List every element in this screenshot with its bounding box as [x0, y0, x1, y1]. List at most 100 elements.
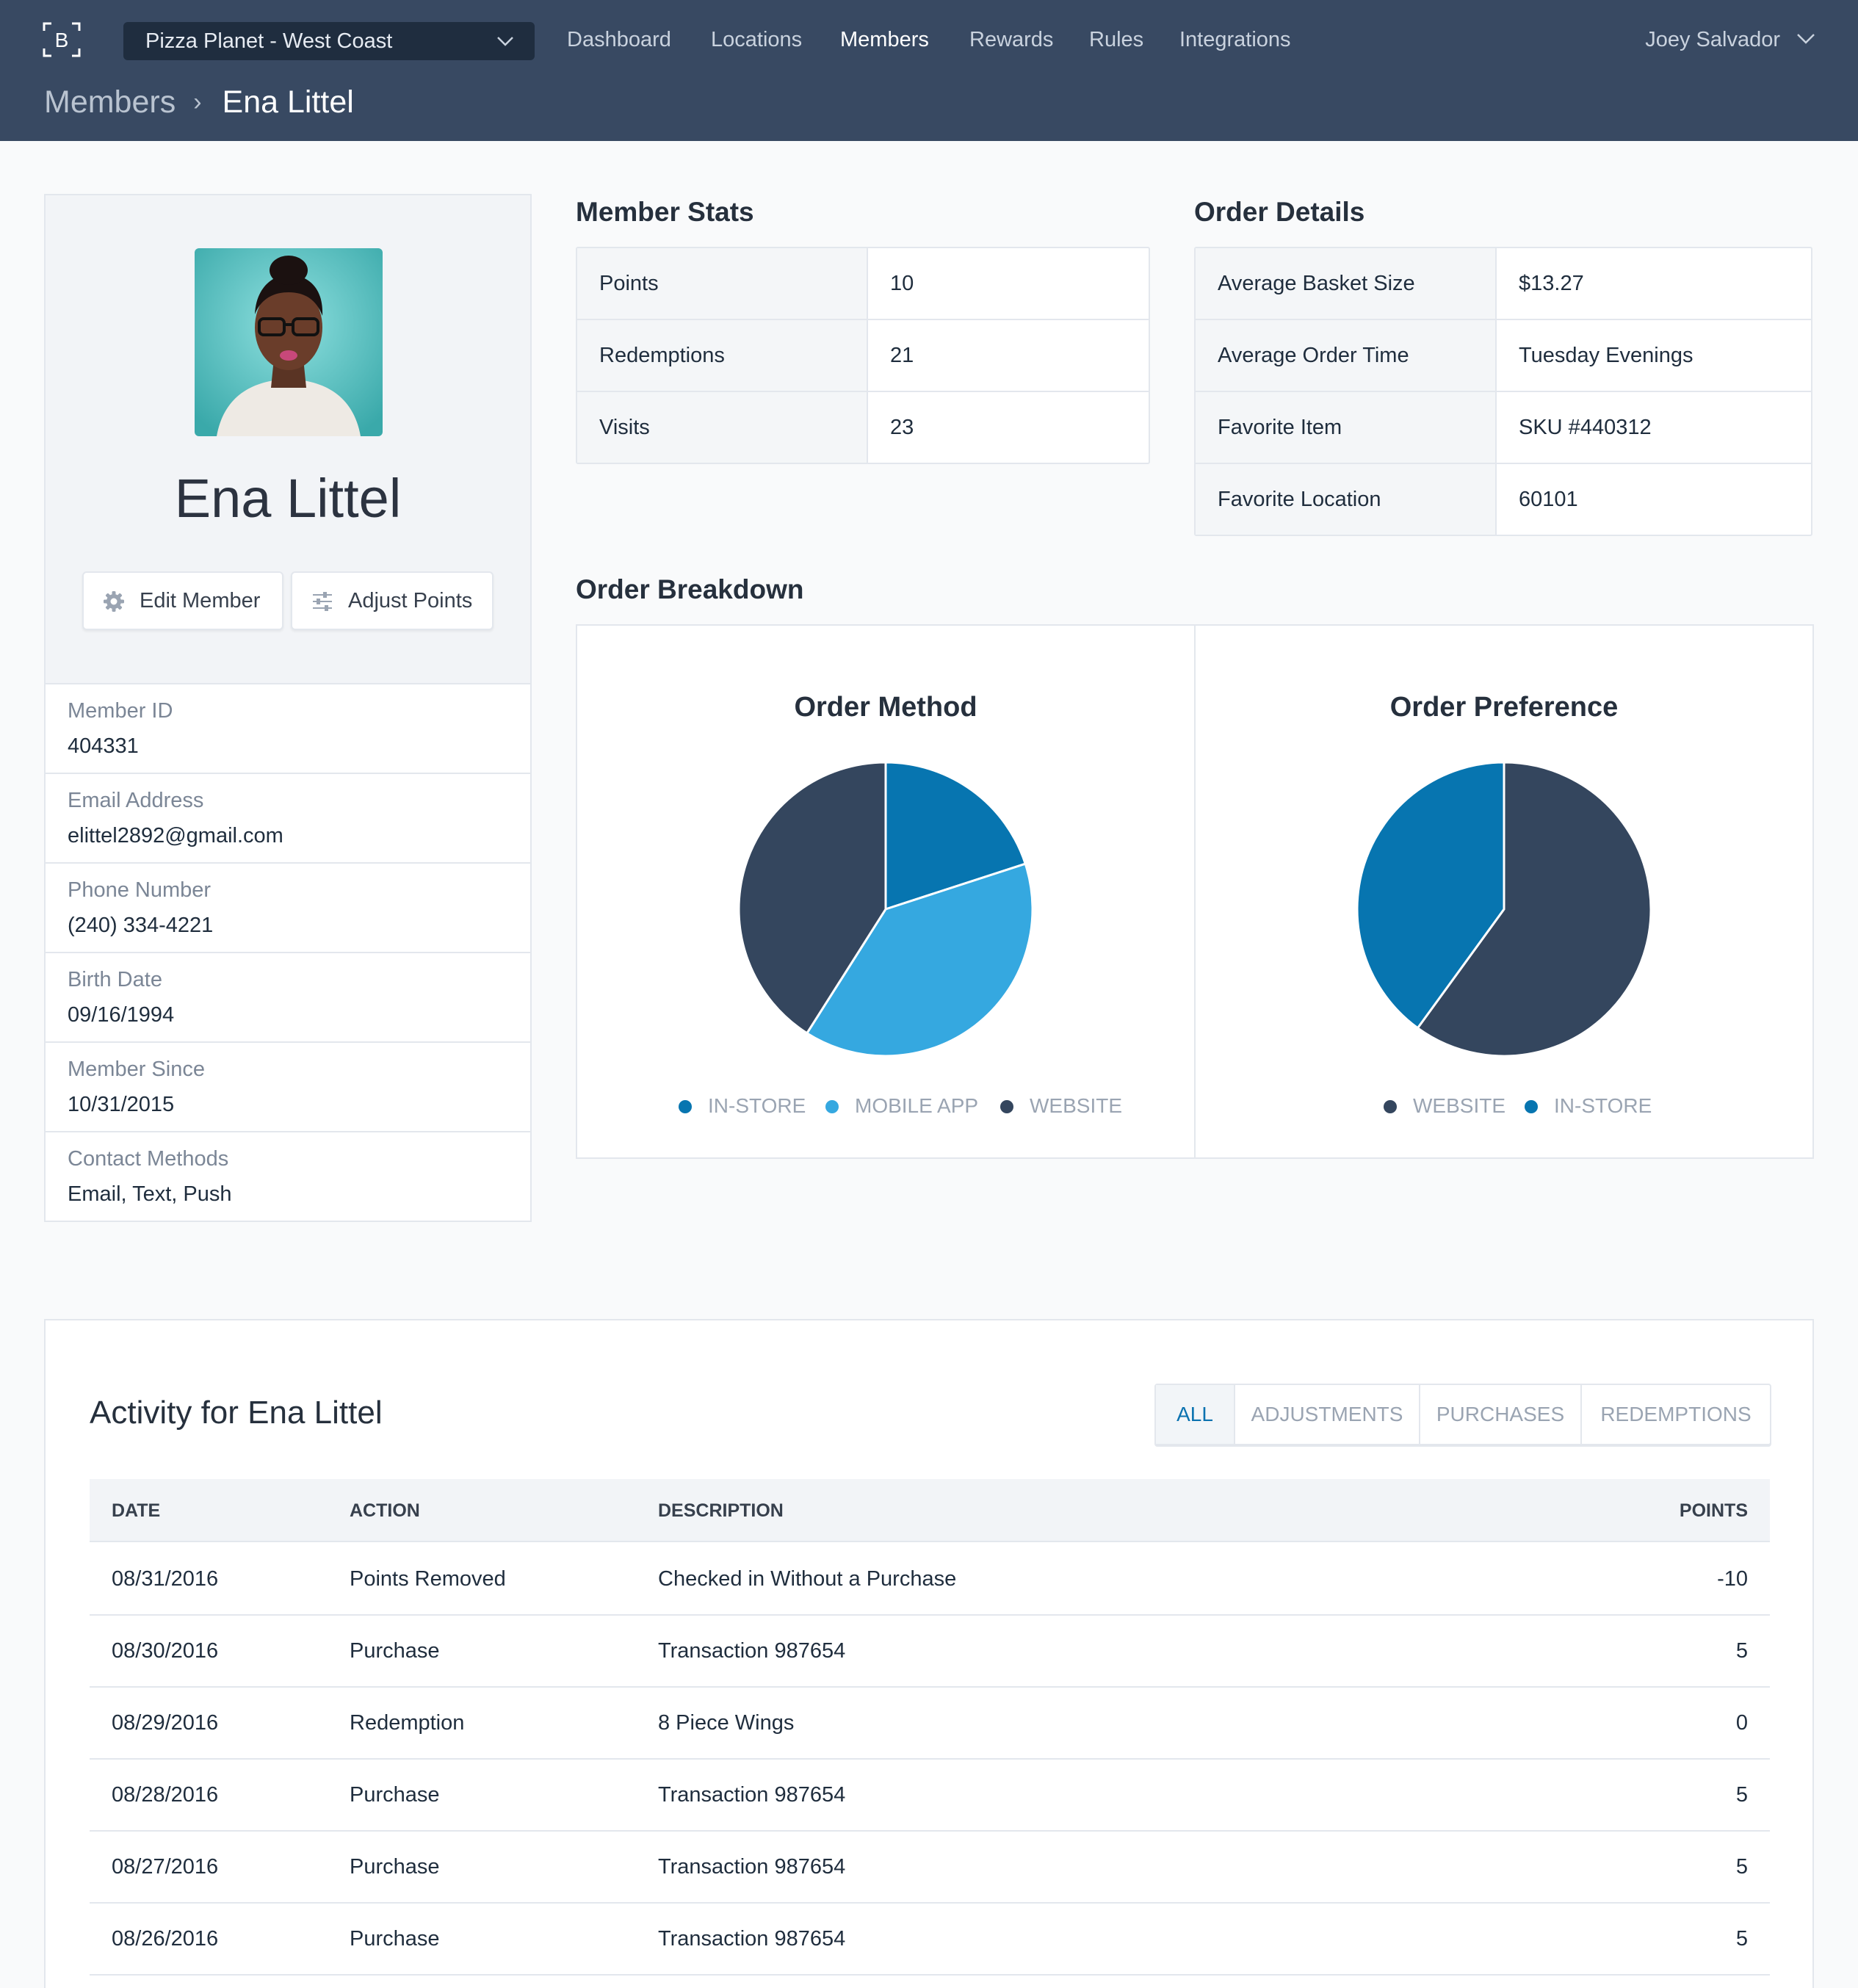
member-since-row: Member Since 10/31/2015 — [46, 1043, 530, 1132]
edit-member-button[interactable]: Edit Member — [82, 571, 283, 630]
cell-description: 8 Piece Wings — [658, 1711, 795, 1735]
legend-dot — [1384, 1100, 1397, 1113]
tab-redemptions[interactable]: REDEMPTIONS — [1580, 1385, 1770, 1444]
order-method-chart-title: Order Method — [794, 692, 977, 723]
cell-action: Purchase — [350, 1855, 440, 1879]
tab-all[interactable]: ALL — [1156, 1385, 1234, 1444]
user-menu[interactable]: Joey Salvador — [1645, 24, 1815, 56]
legend-label: IN-STORE — [708, 1094, 806, 1117]
nav-dashboard[interactable]: Dashboard — [567, 28, 671, 51]
email-row: Email Address elittel2892@gmail.com — [46, 774, 530, 864]
nav-rewards[interactable]: Rewards — [969, 28, 1054, 51]
detail-key: Favorite Location — [1196, 464, 1497, 535]
nav-members[interactable]: Members — [840, 28, 929, 51]
cell-action: Redemption — [350, 1711, 465, 1735]
table-row[interactable]: 08/30/2016 Purchase Transaction 987654 5 — [90, 1616, 1770, 1688]
nav-integrations[interactable]: Integrations — [1179, 28, 1291, 51]
table-row[interactable]: 08/31/2016 Points Removed Checked in Wit… — [90, 1544, 1770, 1616]
detail-value: $13.27 — [1519, 272, 1584, 295]
panel-divider — [1194, 626, 1196, 1157]
legend-label: WEBSITE — [1030, 1094, 1123, 1117]
stat-row: Visits 23 — [577, 392, 1149, 464]
email-value: elittel2892@gmail.com — [68, 824, 283, 847]
nav-rules[interactable]: Rules — [1089, 28, 1144, 51]
pie-slice-website[interactable] — [737, 761, 887, 1035]
pie-slice-mobile-app[interactable] — [806, 862, 1034, 1058]
breadcrumb: Members › Ena Littel — [44, 81, 354, 123]
table-header: DATE ACTION DESCRIPTION POINTS — [90, 1479, 1770, 1542]
detail-row: Favorite Item SKU #440312 — [1196, 392, 1811, 464]
table-row[interactable]: 08/28/2016 Purchase Transaction 987654 5 — [90, 1760, 1770, 1832]
order-method-pie-chart — [737, 761, 1034, 1058]
legend-dot — [825, 1100, 839, 1113]
stat-value: 21 — [890, 344, 914, 367]
pie-slice-in-store[interactable] — [1356, 761, 1505, 1030]
column-header-action[interactable]: ACTION — [350, 1500, 420, 1521]
order-preference-pie-chart — [1356, 761, 1652, 1058]
column-header-description[interactable]: DESCRIPTION — [658, 1500, 784, 1521]
member-since-value: 10/31/2015 — [68, 1093, 175, 1116]
activity-filter-tabs: ALL ADJUSTMENTS PURCHASES REDEMPTIONS — [1154, 1384, 1771, 1445]
table-row[interactable]: 08/29/2016 Redemption 8 Piece Wings 0 — [90, 1688, 1770, 1760]
pie-slice-website[interactable] — [1416, 761, 1652, 1058]
detail-key: Average Basket Size — [1196, 248, 1497, 319]
order-details-table: Average Basket Size $13.27 Average Order… — [1194, 247, 1812, 536]
contact-methods-value: Email, Text, Push — [68, 1182, 232, 1206]
legend-label: IN-STORE — [1554, 1094, 1652, 1117]
nav-locations[interactable]: Locations — [711, 28, 803, 51]
table-row[interactable]: 08/26/2016 Purchase Transaction 987654 5 — [90, 1904, 1770, 1976]
chevron-down-icon — [497, 37, 513, 46]
column-header-points[interactable]: POINTS — [1679, 1500, 1748, 1521]
contact-methods-row: Contact Methods Email, Text, Push — [46, 1132, 530, 1222]
cell-description: Checked in Without a Purchase — [658, 1567, 957, 1591]
tab-purchases[interactable]: PURCHASES — [1419, 1385, 1580, 1444]
pie-slice-in-store[interactable] — [884, 761, 1027, 911]
cell-points: 5 — [1735, 1783, 1748, 1807]
detail-value: SKU #440312 — [1519, 416, 1652, 439]
detail-value: Tuesday Evenings — [1519, 344, 1693, 367]
member-since-label: Member Since — [68, 1058, 205, 1081]
order-preference-chart-title: Order Preference — [1389, 692, 1619, 723]
tab-adjustments[interactable]: ADJUSTMENTS — [1234, 1385, 1419, 1444]
order-breakdown-title: Order Breakdown — [576, 574, 804, 604]
contact-methods-label: Contact Methods — [68, 1147, 229, 1171]
cell-action: Points Removed — [350, 1567, 506, 1591]
cell-description: Transaction 987654 — [658, 1927, 846, 1951]
stat-value: 23 — [890, 416, 914, 439]
table-row[interactable]: 08/27/2016 Purchase Transaction 987654 5 — [90, 1832, 1770, 1904]
order-method-legend: IN-STORE MOBILE APP WEBSITE — [679, 1091, 1123, 1121]
cell-description: Transaction 987654 — [658, 1639, 846, 1663]
adjust-points-button[interactable]: Adjust Points — [291, 571, 494, 630]
stat-key: Points — [577, 248, 868, 319]
activity-panel: Activity for Ena Littel ALL ADJUSTMENTS … — [44, 1319, 1814, 1988]
column-header-date[interactable]: DATE — [112, 1500, 161, 1521]
top-navigation-bar: B Pizza Planet - West Coast Dashboard Lo… — [0, 0, 1858, 141]
cell-points: 5 — [1735, 1855, 1748, 1879]
legend-label: MOBILE APP — [855, 1094, 979, 1117]
order-preference-legend: WEBSITE IN-STORE — [1384, 1091, 1692, 1121]
cell-action: Purchase — [350, 1639, 440, 1663]
email-label: Email Address — [68, 789, 204, 812]
cell-description: Transaction 987654 — [658, 1855, 846, 1879]
location-select[interactable]: Pizza Planet - West Coast — [123, 22, 535, 60]
user-name: Joey Salvador — [1645, 28, 1780, 51]
stat-value: 10 — [890, 272, 914, 295]
cell-date: 08/29/2016 — [112, 1711, 219, 1735]
breadcrumb-members-link[interactable]: Members — [44, 84, 176, 120]
breadcrumb-current: Ena Littel — [222, 84, 354, 120]
adjust-points-label: Adjust Points — [348, 589, 473, 612]
stat-row: Redemptions 21 — [577, 320, 1149, 392]
cell-date: 08/27/2016 — [112, 1855, 219, 1879]
member-stats-table: Points 10 Redemptions 21 Visits 23 — [576, 247, 1150, 464]
order-breakdown-panel: Order Method IN-STORE MOBILE APP WEBSITE… — [576, 624, 1814, 1159]
location-select-value: Pizza Planet - West Coast — [145, 29, 393, 53]
member-stats-title: Member Stats — [576, 197, 754, 227]
activity-title: Activity for Ena Littel — [90, 1395, 383, 1431]
member-profile-card: Ena Littel Edit Member — [44, 194, 532, 1222]
profile-header: Ena Littel Edit Member — [46, 195, 530, 684]
breadcrumb-separator: › — [193, 88, 202, 116]
member-name: Ena Littel — [174, 468, 402, 529]
member-id-label: Member ID — [68, 699, 173, 723]
brand-logo-icon[interactable]: B — [43, 21, 81, 59]
legend-label: WEBSITE — [1413, 1094, 1506, 1117]
